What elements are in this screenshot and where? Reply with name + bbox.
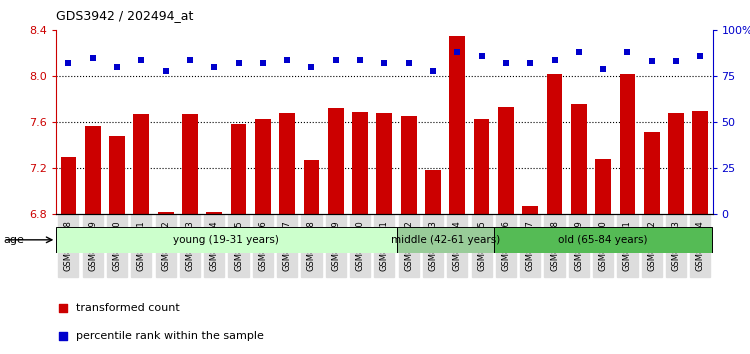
Point xyxy=(57,305,69,311)
Bar xyxy=(304,160,320,214)
Point xyxy=(57,333,69,339)
Point xyxy=(403,61,415,66)
Bar xyxy=(158,212,173,214)
Text: transformed count: transformed count xyxy=(76,303,180,313)
Bar xyxy=(494,227,712,253)
Point xyxy=(330,57,342,62)
Point xyxy=(281,57,293,62)
Bar xyxy=(498,107,514,214)
Bar xyxy=(231,124,247,214)
Point xyxy=(694,53,706,59)
Point xyxy=(476,53,488,59)
Bar xyxy=(400,116,416,214)
Bar xyxy=(547,74,562,214)
Point xyxy=(427,68,439,73)
Bar xyxy=(644,132,660,214)
Bar xyxy=(61,156,76,214)
Point xyxy=(622,49,634,55)
Bar xyxy=(255,119,271,214)
Bar xyxy=(376,113,392,214)
Point xyxy=(524,61,536,66)
Point xyxy=(378,61,390,66)
Bar xyxy=(279,113,295,214)
Point xyxy=(184,57,196,62)
Point xyxy=(646,58,658,64)
Point xyxy=(305,64,317,70)
Point xyxy=(209,64,220,70)
Point xyxy=(256,61,268,66)
Point xyxy=(500,61,512,66)
Point xyxy=(111,64,123,70)
Point xyxy=(87,55,99,61)
Bar xyxy=(692,110,708,214)
Bar xyxy=(328,108,344,214)
Point xyxy=(548,57,560,62)
Bar xyxy=(206,212,222,214)
Bar xyxy=(620,74,635,214)
Bar xyxy=(571,104,586,214)
Text: old (65-84 years): old (65-84 years) xyxy=(558,235,648,245)
Bar xyxy=(56,227,397,253)
Bar xyxy=(109,136,125,214)
Bar xyxy=(668,113,684,214)
Bar xyxy=(352,112,368,214)
Text: young (19-31 years): young (19-31 years) xyxy=(173,235,279,245)
Point xyxy=(135,57,147,62)
Text: age: age xyxy=(4,235,25,245)
Bar xyxy=(85,126,100,214)
Bar xyxy=(134,114,149,214)
Bar xyxy=(474,119,490,214)
Point xyxy=(354,57,366,62)
Bar xyxy=(397,227,494,253)
Text: middle (42-61 years): middle (42-61 years) xyxy=(391,235,500,245)
Text: GDS3942 / 202494_at: GDS3942 / 202494_at xyxy=(56,9,194,22)
Bar xyxy=(449,36,465,214)
Point xyxy=(670,58,682,64)
Point xyxy=(232,61,244,66)
Bar xyxy=(596,159,611,214)
Point xyxy=(62,61,74,66)
Bar xyxy=(522,206,538,214)
Point xyxy=(452,49,464,55)
Point xyxy=(160,68,172,73)
Bar xyxy=(182,114,198,214)
Point xyxy=(573,49,585,55)
Bar xyxy=(425,170,441,214)
Point xyxy=(597,66,609,72)
Text: percentile rank within the sample: percentile rank within the sample xyxy=(76,331,264,341)
